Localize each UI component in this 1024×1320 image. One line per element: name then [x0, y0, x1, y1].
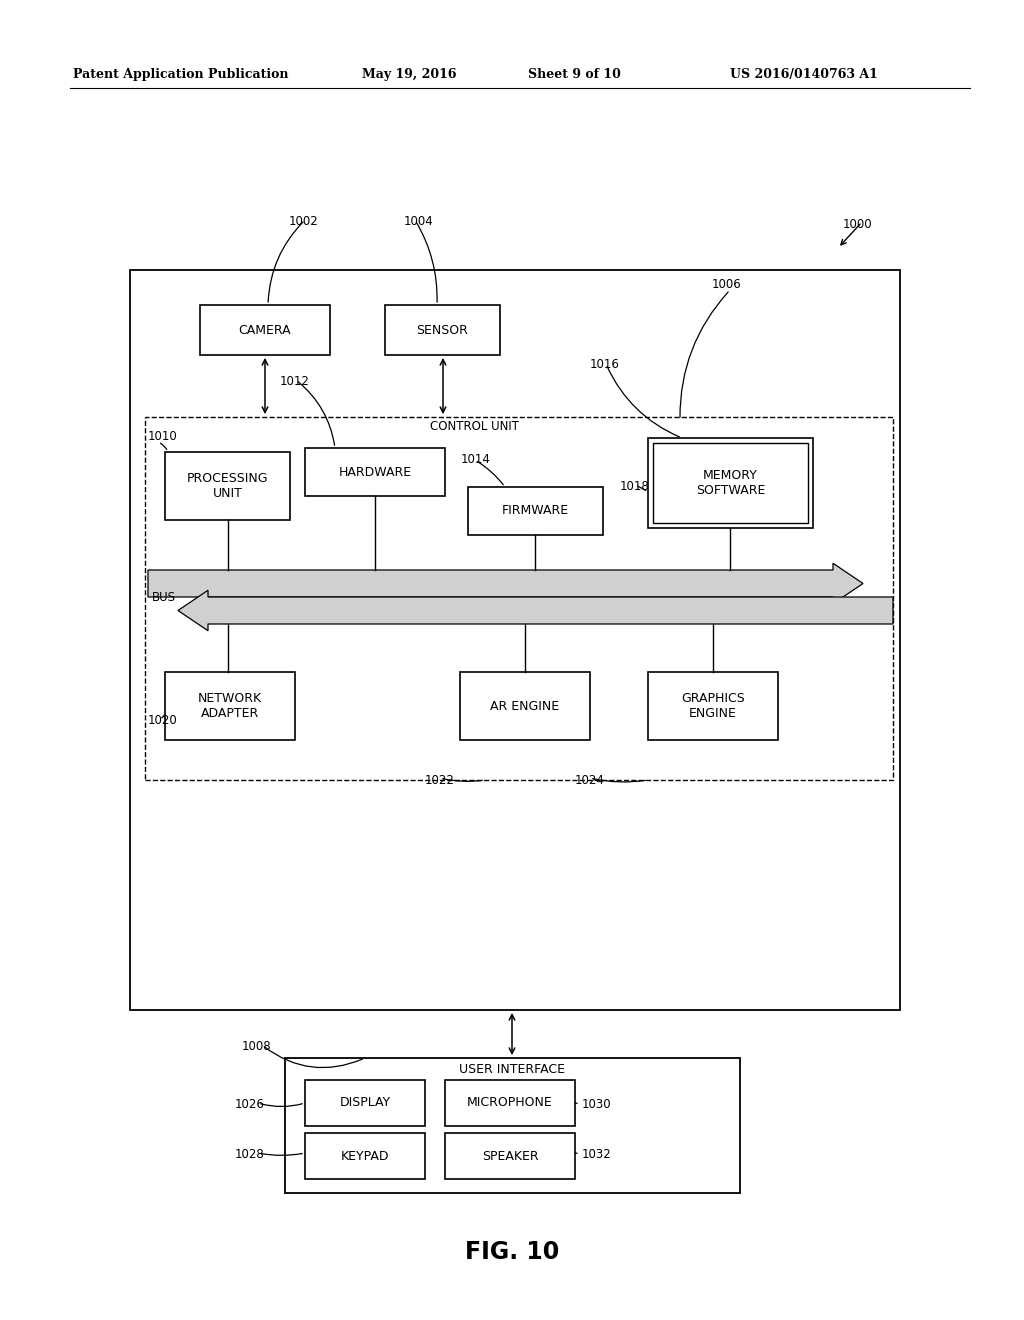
Bar	[130, 271, 900, 1010]
Text: MICROPHONE: MICROPHONE	[467, 1097, 553, 1110]
Text: US 2016/0140763 A1: US 2016/0140763 A1	[730, 69, 878, 81]
Bar	[385, 305, 500, 355]
Text: KEYPAD: KEYPAD	[341, 1150, 389, 1163]
Text: 1010: 1010	[148, 430, 178, 444]
Bar	[653, 444, 808, 523]
Text: FIG. 10: FIG. 10	[465, 1239, 559, 1265]
Text: 1024: 1024	[575, 774, 605, 787]
Text: Sheet 9 of 10: Sheet 9 of 10	[528, 69, 621, 81]
Bar	[468, 487, 603, 535]
Bar	[445, 1080, 575, 1126]
Text: BUS: BUS	[152, 591, 176, 605]
Bar	[200, 305, 330, 355]
Text: 1020: 1020	[148, 714, 178, 727]
Bar	[648, 672, 778, 741]
FancyArrow shape	[178, 590, 893, 631]
Bar	[648, 438, 813, 528]
Text: USER INTERFACE: USER INTERFACE	[459, 1063, 565, 1076]
Text: FIRMWARE: FIRMWARE	[502, 504, 569, 517]
Text: 1004: 1004	[404, 215, 434, 228]
Bar	[145, 417, 893, 780]
Text: SPEAKER: SPEAKER	[481, 1150, 539, 1163]
Text: AR ENGINE: AR ENGINE	[490, 700, 559, 713]
Text: 1022: 1022	[425, 774, 455, 787]
Bar	[305, 1080, 425, 1126]
Bar	[460, 672, 590, 741]
Text: DISPLAY: DISPLAY	[339, 1097, 390, 1110]
Text: Patent Application Publication: Patent Application Publication	[73, 69, 289, 81]
FancyArrow shape	[148, 564, 863, 603]
Text: 1012: 1012	[280, 375, 310, 388]
Bar	[285, 1059, 740, 1193]
Text: NETWORK
ADAPTER: NETWORK ADAPTER	[198, 692, 262, 719]
Bar	[165, 672, 295, 741]
Bar	[305, 447, 445, 496]
Text: GRAPHICS
ENGINE: GRAPHICS ENGINE	[681, 692, 744, 719]
Text: 1026: 1026	[234, 1098, 265, 1111]
Text: PROCESSING
UNIT: PROCESSING UNIT	[186, 473, 268, 500]
Text: 1028: 1028	[234, 1148, 265, 1162]
Text: 1002: 1002	[289, 215, 318, 228]
Text: May 19, 2016: May 19, 2016	[362, 69, 457, 81]
Text: 1008: 1008	[242, 1040, 271, 1053]
Text: 1018: 1018	[620, 480, 650, 492]
Bar	[305, 1133, 425, 1179]
Text: CAMERA: CAMERA	[239, 323, 291, 337]
Text: 1016: 1016	[590, 358, 620, 371]
Text: SENSOR: SENSOR	[417, 323, 468, 337]
Text: 1030: 1030	[582, 1098, 611, 1111]
Bar	[445, 1133, 575, 1179]
Text: 1006: 1006	[712, 279, 741, 290]
Text: 1014: 1014	[461, 453, 490, 466]
Text: MEMORY
SOFTWARE: MEMORY SOFTWARE	[696, 469, 765, 498]
Text: HARDWARE: HARDWARE	[339, 466, 412, 479]
Text: 1032: 1032	[582, 1148, 611, 1162]
Text: 1000: 1000	[843, 218, 872, 231]
Bar	[165, 451, 290, 520]
Text: CONTROL UNIT: CONTROL UNIT	[430, 420, 519, 433]
